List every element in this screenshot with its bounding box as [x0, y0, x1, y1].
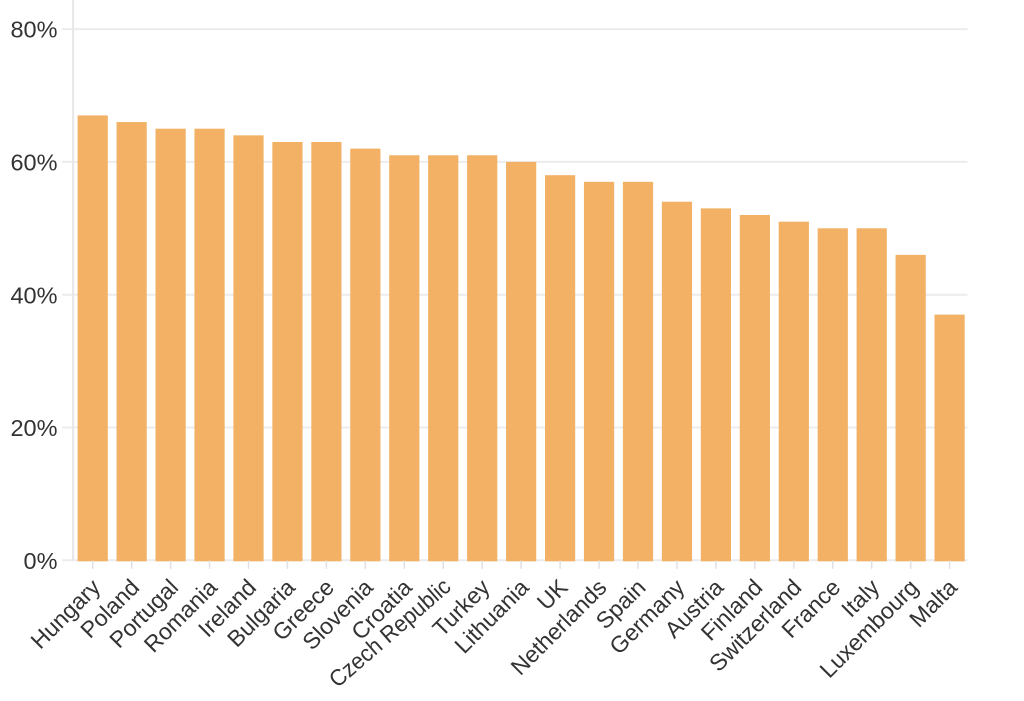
svg-text:80%: 80%	[10, 17, 57, 43]
svg-text:60%: 60%	[10, 150, 57, 176]
svg-text:20%: 20%	[10, 415, 57, 441]
svg-text:40%: 40%	[10, 282, 57, 308]
svg-text:0%: 0%	[24, 548, 58, 574]
